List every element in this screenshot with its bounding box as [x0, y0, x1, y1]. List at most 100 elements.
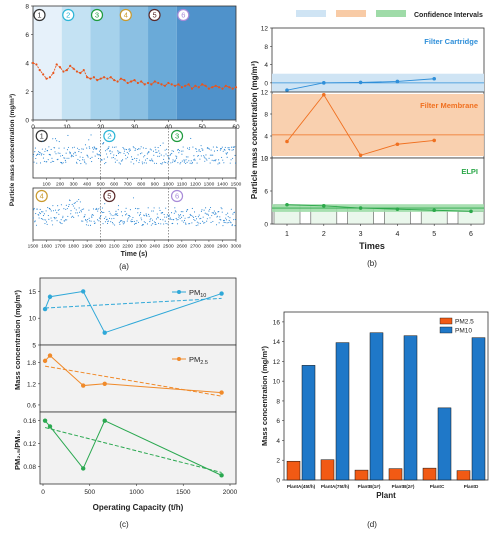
scatter-point	[221, 156, 223, 158]
scatter-point	[112, 146, 114, 148]
scatter-point	[162, 212, 164, 214]
scatter-point	[35, 212, 37, 215]
x-tick-label: 1300	[204, 182, 215, 188]
scatter-point	[193, 216, 195, 218]
scatter-point	[145, 147, 147, 150]
scatter-point	[144, 222, 146, 224]
data-point	[184, 84, 187, 87]
scatter-point	[104, 163, 106, 165]
legend-label: Confidence Intervals	[414, 12, 483, 19]
scatter-point	[187, 217, 189, 219]
scatter-point	[233, 219, 235, 221]
scatter-point	[56, 220, 58, 222]
x-tick-label: PlantA(45t/h)	[287, 484, 316, 489]
scatter-point	[214, 212, 217, 214]
scatter-point	[126, 213, 128, 215]
scatter-point	[199, 222, 201, 224]
scatter-point	[212, 154, 214, 156]
scatter-point	[36, 208, 38, 210]
scatter-point	[145, 213, 147, 215]
phase-badge-label: 6	[181, 11, 185, 20]
scatter-point	[62, 217, 64, 219]
data-point	[58, 66, 62, 69]
phase-band	[61, 6, 91, 120]
scatter-point	[116, 159, 118, 161]
scatter-point	[123, 152, 125, 154]
scatter-point	[190, 160, 192, 162]
scatter-point	[43, 219, 45, 221]
scatter-point	[177, 162, 179, 164]
scatter-point	[214, 213, 216, 216]
scatter-point	[221, 208, 223, 210]
scatter-point	[33, 209, 35, 211]
scatter-point	[182, 146, 184, 148]
scatter-point	[208, 157, 210, 159]
scatter-point	[80, 211, 82, 213]
scatter-point	[87, 219, 89, 221]
scatter-point	[133, 220, 135, 223]
scatter-point	[150, 224, 152, 226]
scatter-point	[203, 209, 205, 211]
scatter-point	[191, 163, 193, 165]
scatter-point	[102, 143, 104, 145]
scatter-point	[176, 223, 179, 225]
scatter-point	[168, 216, 170, 218]
scatter-point	[93, 147, 96, 149]
x-axis-title: Time (s)	[121, 251, 148, 258]
scatter-point	[151, 158, 153, 160]
scatter-point	[179, 218, 181, 220]
x-tick-label: 1900	[82, 244, 93, 250]
scatter-point	[170, 212, 173, 214]
scatter-point	[34, 220, 36, 222]
scatter-point	[62, 162, 64, 164]
scatter-point	[80, 152, 82, 154]
scatter-point	[133, 223, 136, 225]
phase-badge	[170, 129, 184, 143]
scatter-point	[84, 161, 86, 163]
x-tick-label: 2	[322, 231, 326, 238]
scatter-point	[166, 148, 168, 150]
scatter-point	[201, 148, 203, 150]
scatter-point	[117, 214, 119, 217]
scatter-point	[78, 151, 80, 153]
scatter-point	[118, 151, 121, 153]
y-axis-title: Particle mass concentration (mg/m³)	[9, 94, 16, 206]
scatter-point	[172, 161, 174, 163]
scatter-point	[53, 217, 55, 219]
subpanel-frame	[39, 411, 237, 485]
data-point	[82, 69, 85, 72]
x-tick-label: 1	[285, 231, 289, 238]
data-point	[219, 291, 224, 296]
scatter-point	[73, 216, 75, 218]
scatter-point	[189, 223, 191, 225]
scatter-point	[186, 147, 189, 149]
scatter-point	[68, 157, 70, 159]
data-point	[31, 61, 35, 65]
scatter-point	[56, 212, 58, 214]
scatter-point	[221, 146, 223, 148]
scatter-point	[136, 208, 139, 210]
scatter-point	[95, 208, 97, 210]
scatter-point	[224, 219, 226, 221]
series-line	[286, 204, 472, 212]
panel-label-c: (c)	[119, 520, 129, 529]
data-point	[285, 139, 289, 144]
data-point	[81, 289, 86, 294]
scatter-point	[160, 154, 162, 156]
x-tick-label: 2100	[109, 244, 120, 250]
scatter-point	[101, 159, 103, 161]
scatter-point	[139, 213, 141, 215]
scatter-point	[46, 161, 48, 163]
scatter-point	[98, 154, 100, 156]
scatter-point	[202, 216, 204, 218]
scatter-point	[211, 154, 213, 156]
scatter-point	[225, 219, 228, 221]
scatter-point	[72, 215, 74, 217]
scatter-point	[231, 224, 233, 226]
scatter-point	[109, 212, 111, 214]
scatter-point	[81, 148, 83, 150]
phase-band	[33, 6, 62, 120]
scatter-point	[127, 218, 129, 220]
scatter-point	[234, 225, 236, 227]
scatter-point	[57, 209, 59, 211]
